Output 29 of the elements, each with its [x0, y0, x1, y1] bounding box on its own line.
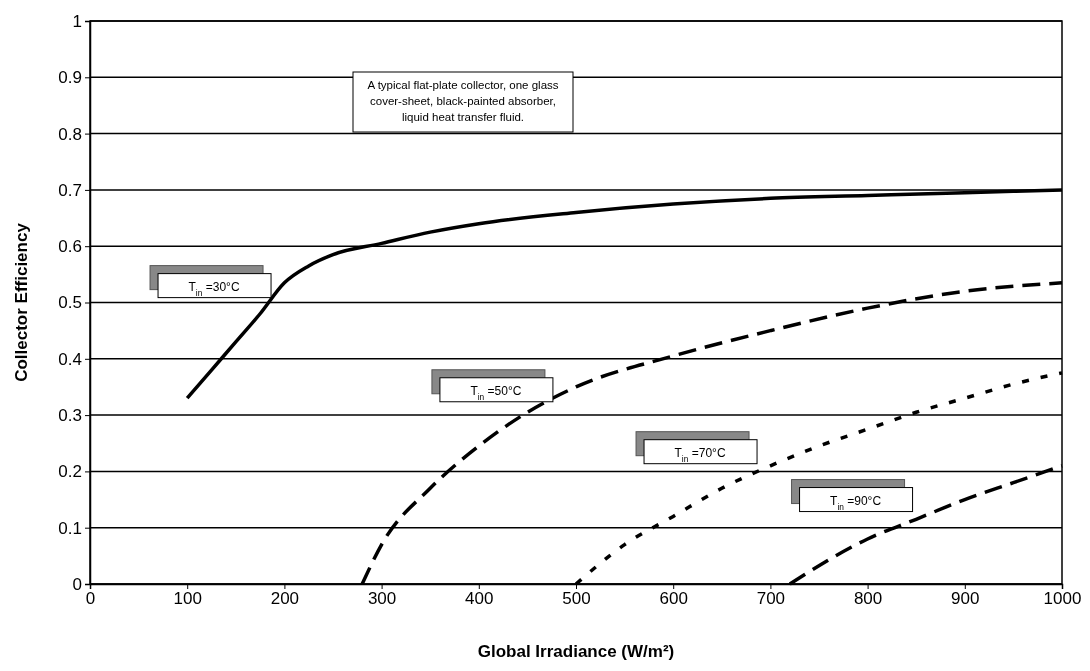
- x-tick-label: 900: [951, 589, 980, 609]
- y-tick-label: 0.5: [58, 293, 82, 313]
- y-tick-label: 0.8: [58, 124, 82, 144]
- series-label: T$_{in}$ =90°C: [830, 493, 882, 512]
- x-tick-label: 500: [562, 589, 591, 609]
- x-tick-label: 300: [367, 589, 397, 609]
- y-tick-label: 0.6: [58, 237, 82, 257]
- x-tick-label: 200: [270, 589, 300, 609]
- annotation: A typical flat-plate collector, one glass cover-sheet, black-painted absorber, liquid heat transfer fluid.: [367, 79, 559, 123]
- y-tick-label: 0.7: [58, 180, 82, 200]
- y-tick-label: 0.4: [58, 349, 82, 369]
- y-tick-label: 1: [72, 11, 82, 31]
- series-label: T$_{in}$ =50°C: [470, 383, 522, 402]
- series-label: T$_{in}$ =70°C: [674, 445, 726, 464]
- y-tick-label: 0: [72, 574, 82, 594]
- x-tick-label: 0: [85, 589, 96, 609]
- x-axis-title: Global Irradiance (W/m²): [477, 642, 675, 661]
- y-axis-title: Collector Efficiency: [12, 222, 31, 382]
- x-tick-label: 100: [173, 589, 202, 609]
- text: T$_{in}$ =30°C: [188, 279, 240, 298]
- x-tick-label: 800: [853, 589, 883, 609]
- x-tick-label: 700: [756, 589, 786, 609]
- x-tick-label: 400: [465, 589, 494, 609]
- x-tick-label: 1000: [1043, 589, 1082, 609]
- y-tick-label: 0.3: [58, 406, 82, 426]
- x-tick-label: 600: [659, 589, 688, 609]
- y-tick-label: 0.2: [58, 462, 82, 482]
- y-tick-label: 0.9: [58, 68, 82, 88]
- y-tick-label: 0.1: [58, 518, 82, 538]
